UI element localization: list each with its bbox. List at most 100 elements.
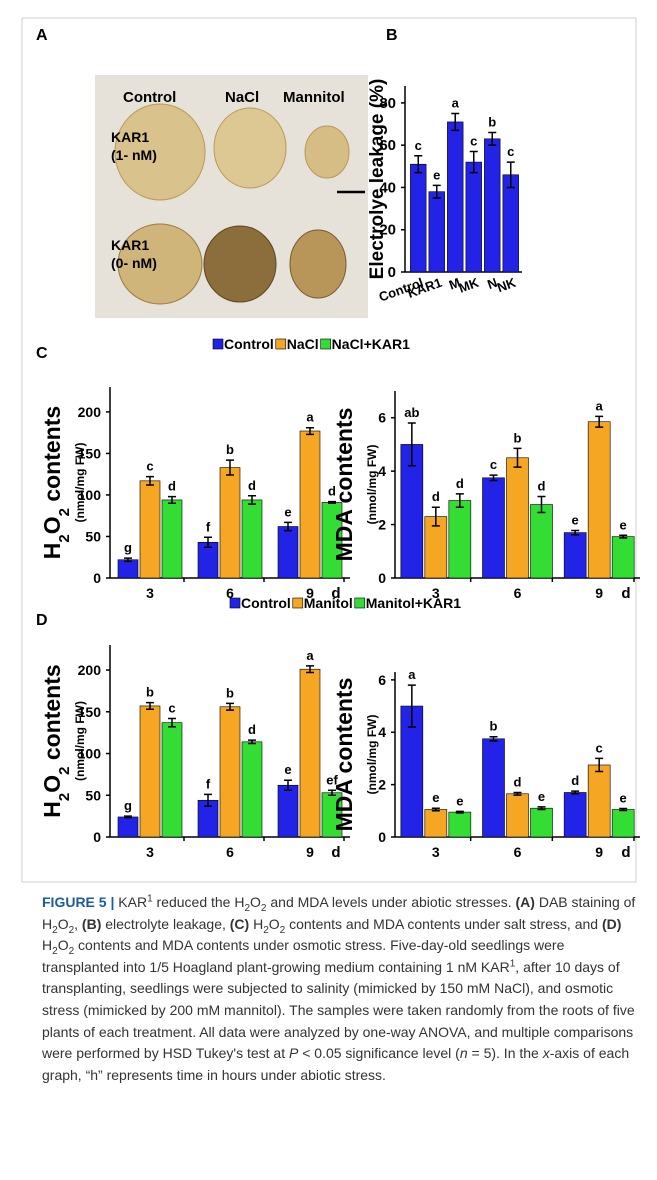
y-tick-label: 200 bbox=[78, 404, 102, 420]
bar bbox=[140, 481, 160, 578]
bar bbox=[507, 794, 529, 837]
caption-text: O bbox=[250, 894, 261, 910]
leaf bbox=[204, 226, 276, 302]
column-label: Control bbox=[123, 89, 176, 106]
bar bbox=[300, 669, 320, 837]
significance-letter: b bbox=[146, 685, 154, 700]
x-tick-label: 3 bbox=[146, 844, 154, 860]
significance-letter: e bbox=[433, 167, 440, 182]
y-axis-title: MDA contents bbox=[331, 678, 357, 832]
bar bbox=[118, 560, 138, 578]
bar bbox=[118, 817, 138, 837]
legend-label: Control bbox=[224, 336, 274, 352]
bar bbox=[140, 706, 160, 837]
bar bbox=[588, 765, 610, 837]
y-axis-title: H2O2 contents bbox=[39, 406, 73, 559]
significance-letter: d bbox=[248, 478, 256, 493]
row-label: (0- nM) bbox=[111, 255, 157, 271]
leaf bbox=[214, 108, 286, 188]
legend-label: NaCl+KAR1 bbox=[332, 336, 410, 352]
significance-letter: ab bbox=[404, 405, 419, 420]
significance-letter: c bbox=[490, 457, 497, 472]
y-axis-title-part: O bbox=[39, 516, 65, 534]
bar bbox=[564, 533, 586, 578]
legend-swatch bbox=[276, 339, 286, 349]
y-tick-label: 0 bbox=[388, 264, 396, 281]
significance-letter: e bbox=[620, 790, 627, 805]
bar bbox=[242, 500, 262, 578]
bar bbox=[278, 527, 298, 578]
bar bbox=[278, 785, 298, 837]
bar bbox=[242, 742, 262, 837]
caption-text: (A) bbox=[516, 894, 535, 910]
y-axis-title: H2O2 contents bbox=[39, 664, 73, 817]
panel-label: B bbox=[386, 27, 398, 44]
significance-letter: e bbox=[284, 762, 291, 777]
figure: Control NaCl Mannitol KAR1 (1- nM) KAR1 … bbox=[0, 0, 657, 885]
y-axis-title-part: O bbox=[39, 775, 65, 793]
significance-letter: d bbox=[571, 773, 579, 788]
bar bbox=[531, 808, 553, 837]
y-tick-label: 6 bbox=[378, 672, 386, 688]
x-tick-label: 9 bbox=[595, 844, 603, 860]
bar bbox=[483, 739, 505, 837]
caption-text: (D) bbox=[602, 916, 621, 932]
significance-letter: a bbox=[306, 648, 314, 663]
y-tick-label: 2 bbox=[378, 517, 386, 533]
bar bbox=[531, 505, 553, 578]
x-tick-label: 9 bbox=[306, 844, 314, 860]
column-label: NaCl bbox=[225, 89, 259, 106]
x-tick-label: 3 bbox=[432, 844, 440, 860]
bar bbox=[507, 458, 529, 578]
x-tick-label: 6 bbox=[226, 844, 234, 860]
x-axis-unit: d bbox=[621, 585, 630, 602]
caption-text: (C) bbox=[230, 916, 249, 932]
bar bbox=[429, 192, 445, 272]
leaf bbox=[290, 230, 346, 298]
significance-letter: a bbox=[452, 95, 460, 110]
y-axis-title-part: contents bbox=[39, 664, 65, 766]
significance-letter: d bbox=[538, 479, 546, 494]
significance-letter: b bbox=[490, 719, 498, 734]
legend-label: Manitol+KAR1 bbox=[366, 595, 462, 611]
caption-text: KAR bbox=[118, 894, 147, 910]
bar bbox=[425, 810, 447, 838]
column-label: Mannitol bbox=[283, 89, 345, 106]
significance-letter: a bbox=[408, 667, 416, 682]
bar bbox=[447, 122, 463, 272]
y-axis-unit: (nmol/mg FW) bbox=[73, 443, 87, 523]
row-label: KAR1 bbox=[111, 237, 149, 253]
significance-letter: c bbox=[470, 134, 477, 149]
caption-text: O bbox=[58, 937, 69, 953]
y-axis-title-part: H bbox=[39, 543, 65, 560]
caption-text: O bbox=[269, 916, 280, 932]
legend-swatch bbox=[293, 598, 303, 608]
leaf bbox=[305, 126, 349, 178]
y-tick-label: 200 bbox=[78, 662, 102, 678]
caption-text: electrolyte leakage, bbox=[101, 916, 229, 932]
y-axis-title: MDA contents bbox=[331, 408, 357, 562]
caption-text: H bbox=[42, 937, 52, 953]
significance-letter: d bbox=[432, 489, 440, 504]
y-tick-label: 50 bbox=[85, 787, 101, 803]
caption-text: P bbox=[289, 1045, 298, 1061]
legend-swatch bbox=[321, 339, 331, 349]
y-axis-title-part: MDA contents bbox=[331, 408, 357, 562]
bar bbox=[300, 431, 320, 578]
x-tick-label: 9 bbox=[595, 585, 603, 601]
significance-letter: f bbox=[206, 519, 211, 534]
significance-letter: c bbox=[168, 700, 175, 715]
bar bbox=[612, 537, 634, 578]
bar bbox=[484, 139, 500, 272]
bar bbox=[564, 792, 586, 837]
significance-letter: a bbox=[306, 410, 314, 425]
y-axis-title-part: 2 bbox=[56, 534, 73, 542]
y-axis-title-part: 2 bbox=[56, 793, 73, 801]
significance-letter: b bbox=[514, 430, 522, 445]
caption-text: < 0.05 significance level ( bbox=[298, 1045, 459, 1061]
significance-letter: g bbox=[124, 540, 132, 555]
y-axis-title-part: 2 bbox=[56, 767, 73, 775]
significance-letter: b bbox=[226, 685, 234, 700]
bar bbox=[449, 501, 471, 578]
y-axis-title-part: 2 bbox=[56, 508, 73, 516]
